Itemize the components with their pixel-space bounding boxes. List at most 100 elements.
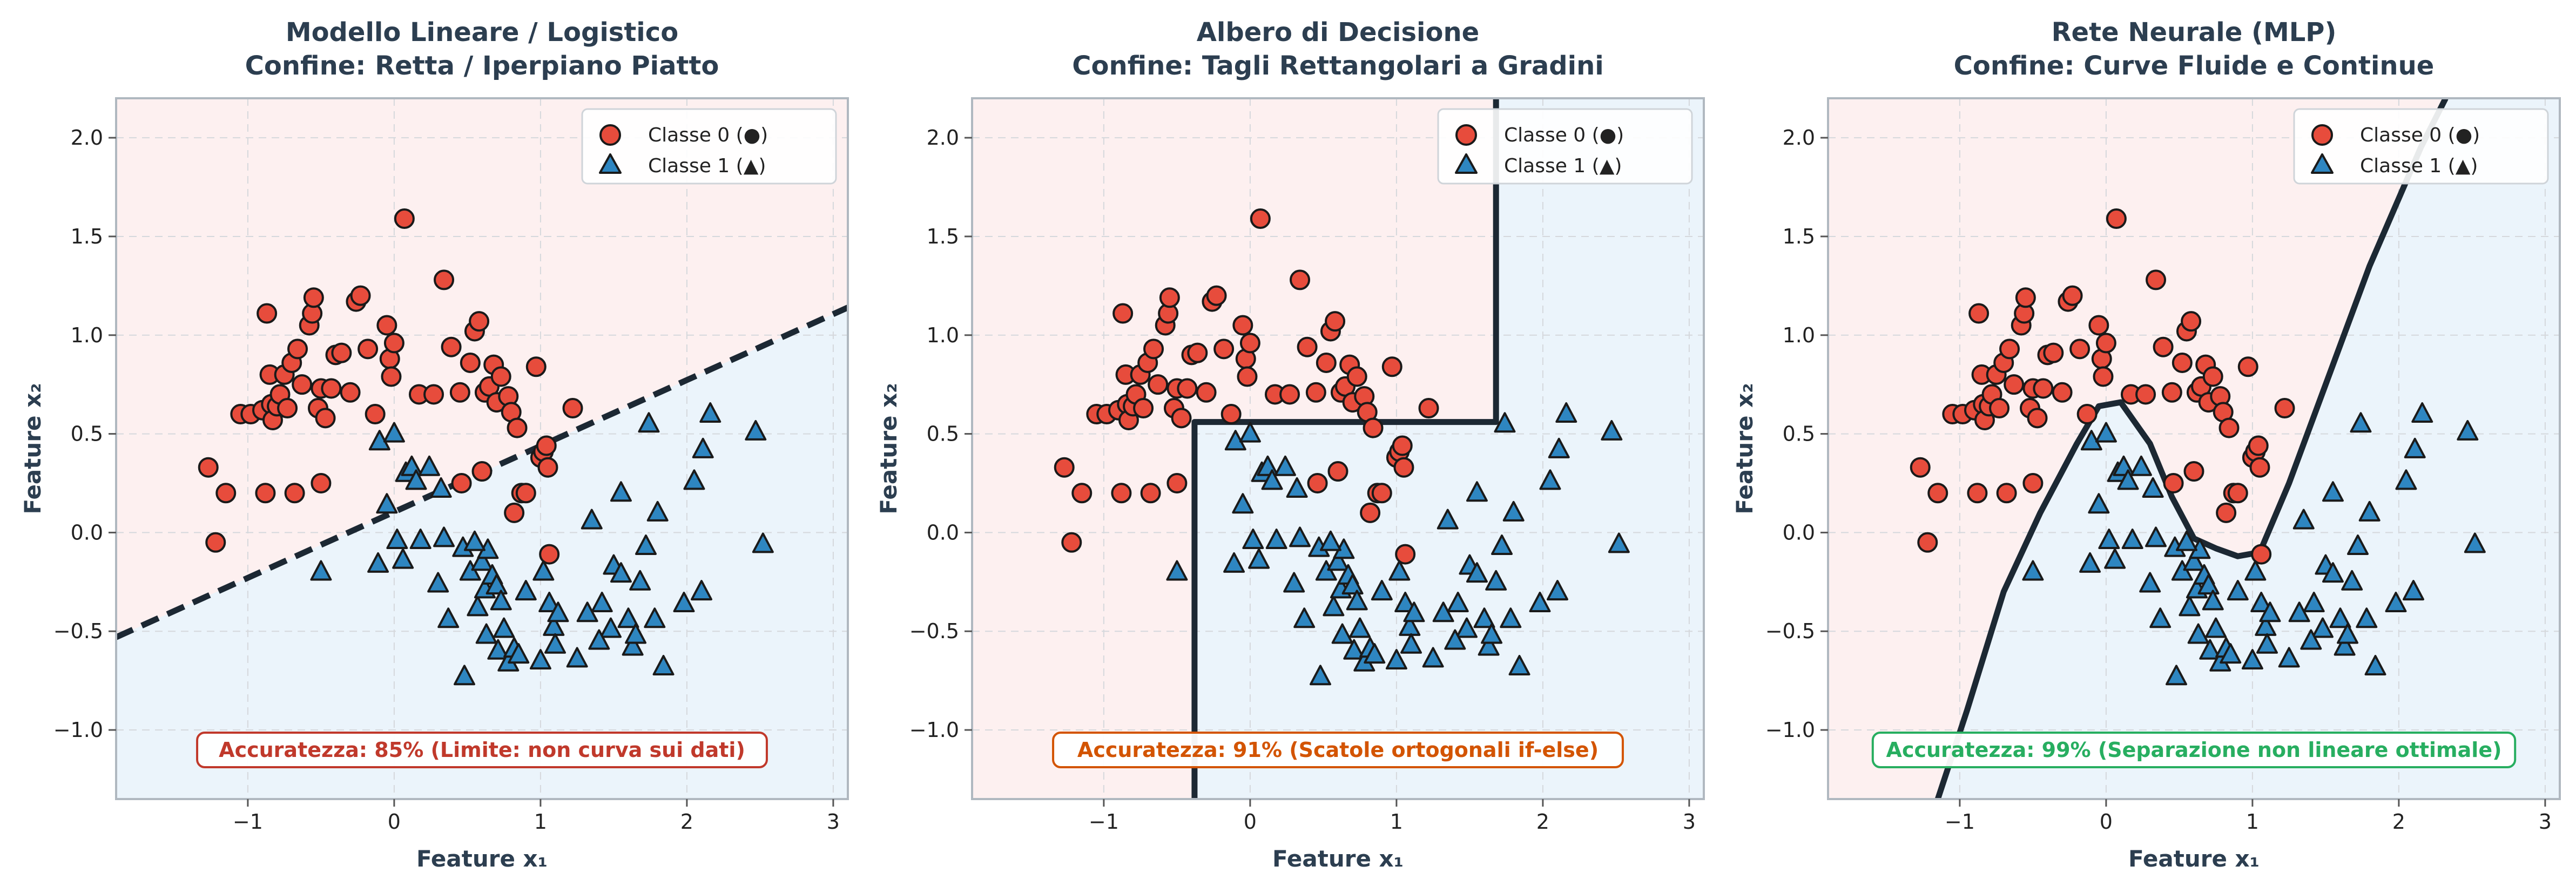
class0-point: [1996, 483, 2017, 504]
class1-point: [2250, 592, 2272, 613]
class1-point: [646, 500, 669, 522]
class1-point: [1385, 649, 1407, 670]
class1-point: [2187, 623, 2209, 644]
legend: Classe 0 (●) Classe 1 (▲): [581, 108, 837, 185]
class0-point: [1999, 339, 2020, 360]
class0-point: [449, 382, 470, 403]
class1-point: [376, 493, 398, 514]
class0-point: [284, 483, 305, 504]
class1-point: [1371, 580, 1393, 601]
class0-point: [1327, 461, 1348, 482]
class0-point: [471, 461, 493, 482]
class1-point: [2199, 639, 2221, 660]
class0-point: [1171, 408, 1192, 429]
class1-point: [2259, 601, 2281, 623]
accuracy-label: Accuratezza: 91% (Scatole ortogonali if-…: [1077, 738, 1599, 762]
class1-point: [2139, 572, 2161, 593]
data-points: [1910, 208, 2486, 686]
class0-point: [365, 404, 386, 425]
class0-point: [287, 339, 308, 360]
class0-point: [1054, 457, 1075, 478]
class1-point: [2350, 412, 2372, 433]
class0-point: [1159, 287, 1180, 308]
class1-point: [538, 592, 561, 613]
y-tick-label: 0.5: [1783, 422, 1815, 446]
class0-point: [2251, 544, 2272, 565]
class1-point: [409, 529, 431, 550]
class1-point: [2095, 422, 2117, 443]
class1-point: [2395, 469, 2417, 490]
class1-point: [638, 412, 660, 433]
class0-point: [1360, 502, 1381, 523]
legend-class1-marker: [2311, 153, 2334, 174]
class0-point: [1346, 366, 1367, 387]
class0-point: [1143, 339, 1164, 360]
class0-point: [2093, 366, 2114, 387]
class1-point: [1508, 655, 1530, 676]
class0-point: [1989, 398, 2010, 419]
class0-point: [1061, 532, 1082, 553]
subplot-3: −1 0 1 2 3 −1.0 −0.5 0.0 0.5 1.0 1.5 2.0 Rete Neural…: [1731, 17, 2561, 872]
class1-point: [1608, 532, 1630, 553]
class0-point: [1968, 303, 1990, 324]
y-tick-label: 1.5: [71, 225, 103, 248]
class1-point: [2183, 550, 2205, 571]
class0-point: [1395, 544, 1416, 565]
y-axis-label: Feature x₂: [19, 383, 46, 514]
x-axis-label: Feature x₁: [2128, 845, 2260, 872]
accuracy-label: Accuratezza: 85% (Limite: non curva sui …: [219, 738, 745, 762]
y-tick-label: 0.0: [927, 520, 959, 544]
class1-point: [2241, 649, 2263, 670]
legend-class1-marker: [1455, 153, 1478, 174]
class1-point: [2145, 526, 2167, 547]
class0-point: [537, 457, 558, 478]
class1-point: [1481, 623, 1503, 644]
class1-point: [1491, 534, 1513, 555]
class1-point: [691, 580, 712, 601]
class1-point: [467, 596, 489, 617]
class1-point: [427, 572, 449, 593]
class1-point: [2300, 629, 2322, 650]
plot-frame: [115, 97, 849, 800]
accuracy-box: [1052, 732, 1624, 768]
x-tick-label: 0: [388, 810, 401, 834]
class1-point: [1343, 639, 1365, 660]
x-tick-label: 3: [2539, 810, 2552, 834]
subplot-2: −1 0 1 2 3 −1.0 −0.5 0.0 0.5 1.0 1.5 2.0 Albero di D…: [875, 17, 1705, 872]
class0-point: [2216, 502, 2237, 523]
class0-point: [215, 483, 237, 504]
class0-point: [1363, 417, 1384, 438]
class1-point: [490, 590, 512, 611]
class0-point: [1220, 404, 1242, 425]
x-axis-label: Feature x₁: [1272, 845, 1404, 872]
class1-point: [508, 643, 530, 664]
chart-title: Rete Neurale (MLP): [2052, 17, 2337, 48]
class0-point: [358, 339, 379, 360]
class1-point: [2197, 574, 2220, 595]
legend: Classe 0 (●) Classe 1 (▲): [2293, 108, 2549, 185]
class1-point: [1223, 552, 1245, 573]
class1-point: [1232, 493, 1254, 514]
class1-point: [437, 607, 460, 628]
x-tick-label: 3: [1683, 810, 1696, 834]
class1-point: [2142, 477, 2164, 498]
x-axis-label: Feature x₁: [416, 845, 548, 872]
class0-point: [1196, 382, 1217, 403]
class0-point: [2052, 382, 2073, 403]
class0-point: [1111, 483, 1132, 504]
class0-point: [2181, 311, 2202, 332]
accuracy-box: [196, 732, 768, 768]
x-tick-label: 2: [1536, 810, 1549, 834]
class0-point: [198, 457, 219, 478]
class0-point: [2004, 374, 2025, 395]
class1-point: [2322, 562, 2344, 583]
class1-point: [2175, 530, 2197, 551]
class1-point: [1422, 647, 1444, 668]
class1-point: [1466, 562, 1488, 583]
class1-point: [1261, 469, 1283, 490]
y-tick-label: −1.0: [1765, 718, 1815, 742]
legend-class1-label: Classe 1 (▲): [2360, 155, 2478, 177]
class1-point: [610, 481, 632, 502]
class0-point: [562, 398, 583, 419]
